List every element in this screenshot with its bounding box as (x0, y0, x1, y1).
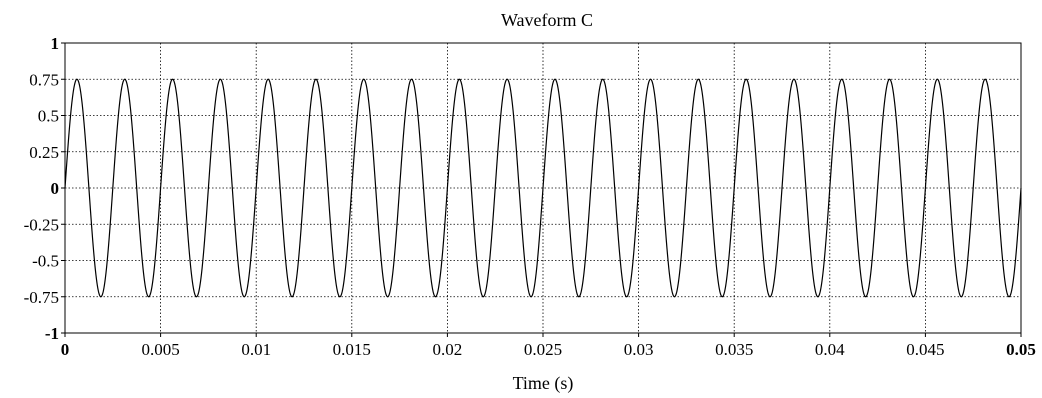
x-tick-label: 0.01 (241, 340, 271, 359)
x-tick-label: 0.035 (715, 340, 753, 359)
y-tick-label: 1 (51, 34, 60, 53)
y-tick-label: -0.75 (24, 288, 59, 307)
x-tick-label: 0.015 (333, 340, 371, 359)
x-tick-label: 0.045 (906, 340, 944, 359)
x-tick-label: 0.05 (1006, 340, 1036, 359)
x-tick-labels: 0 0.005 0.01 0.015 0.02 0.025 0.03 0.035 0.04 0.0… (61, 340, 1036, 359)
x-tick-label: 0.025 (524, 340, 562, 359)
x-tick-label: 0 (61, 340, 70, 359)
chart-title: Waveform C (501, 10, 593, 30)
y-tick-label: 0.25 (29, 143, 59, 162)
plot-frame (64, 42, 1022, 334)
x-axis-label: Time (s) (513, 373, 574, 394)
series-layer (64, 78, 1022, 298)
series-line-0 (64, 78, 1022, 298)
y-tick-label: -1 (45, 324, 59, 343)
y-tick-label: 0 (51, 179, 60, 198)
x-tick-label: 0.02 (433, 340, 463, 359)
x-tick-label: 0.04 (815, 340, 845, 359)
x-tick-label: 0.03 (624, 340, 654, 359)
y-tick-label: -0.5 (32, 252, 59, 271)
x-tick-label: 0.005 (141, 340, 179, 359)
y-tick-label: -0.25 (24, 215, 59, 234)
y-tick-label: 0.5 (38, 107, 59, 126)
y-tick-labels: 1 0.75 0.5 0.25 0 -0.25 -0.5 -0.75 -1 (24, 34, 59, 343)
y-tick-label: 0.75 (29, 70, 59, 89)
